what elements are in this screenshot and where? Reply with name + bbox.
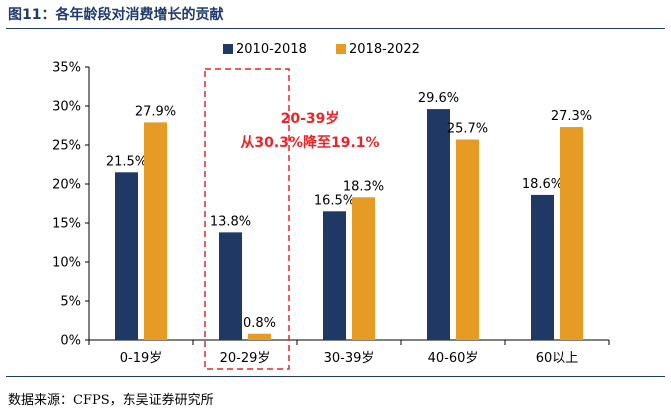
x-tick-label: 30-39岁: [324, 351, 375, 366]
x-tick-label: 60以上: [536, 351, 579, 366]
x-tick-label: 0-19岁: [120, 351, 163, 366]
source-note: 数据来源：CFPS，东吴证券研究所: [8, 393, 214, 408]
bar: [456, 139, 479, 340]
data-label: 16.5%: [314, 193, 355, 208]
bar: [427, 109, 450, 341]
data-label: 0.8%: [243, 316, 276, 331]
legend-swatch: [336, 44, 346, 54]
data-label: 18.3%: [343, 179, 384, 194]
data-label: 29.6%: [418, 91, 459, 106]
y-tick-label: 35%: [52, 61, 81, 76]
data-label: 27.3%: [551, 109, 592, 124]
y-tick-label: 0%: [60, 334, 81, 349]
y-tick-label: 5%: [60, 295, 81, 310]
x-tick-label: 20-29岁: [220, 351, 271, 366]
bar: [115, 172, 138, 340]
x-tick-label: 40-60岁: [428, 351, 479, 366]
bar: [248, 333, 271, 340]
data-label: 25.7%: [447, 122, 488, 137]
y-tick-label: 30%: [52, 100, 81, 115]
bar: [560, 127, 583, 340]
legend-label: 2018-2022: [349, 42, 420, 57]
y-tick-label: 10%: [52, 256, 81, 271]
bar: [144, 122, 167, 340]
bar: [352, 197, 375, 340]
data-label: 21.5%: [106, 154, 147, 169]
data-label: 27.9%: [135, 104, 176, 119]
annotation-text: 20-39岁: [281, 110, 340, 127]
y-tick-label: 25%: [52, 139, 81, 154]
figure-title: 图11：各年龄段对消费增长的贡献: [8, 7, 224, 23]
annotation-text: 从30.3%降至19.1%: [240, 134, 379, 151]
legend-swatch: [223, 44, 233, 54]
bar: [531, 194, 554, 340]
highlight-dashed-box: [204, 68, 290, 370]
data-label: 13.8%: [210, 214, 251, 229]
y-tick-label: 20%: [52, 178, 81, 193]
bar: [323, 211, 346, 340]
legend-label: 2010-2018: [236, 42, 307, 57]
y-tick-label: 15%: [52, 217, 81, 232]
data-label: 18.6%: [522, 177, 563, 192]
source-divider: [6, 376, 665, 377]
title-divider: [6, 28, 665, 29]
bar: [219, 232, 242, 340]
